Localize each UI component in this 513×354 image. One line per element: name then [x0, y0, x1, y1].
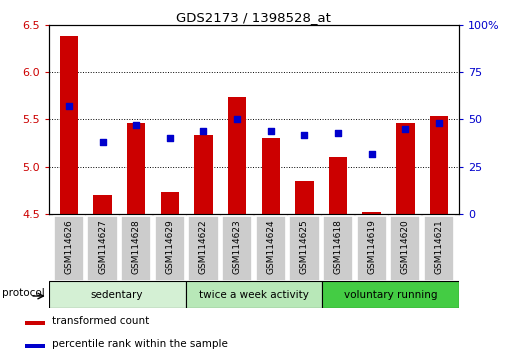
Bar: [228, 97, 246, 214]
Text: GSM114619: GSM114619: [367, 219, 376, 274]
Point: [65, 103, 73, 109]
Point: [368, 151, 376, 156]
Text: GSM114629: GSM114629: [165, 219, 174, 274]
Bar: [222, 216, 252, 281]
Bar: [186, 281, 322, 308]
Point: [267, 128, 275, 134]
Bar: [93, 195, 112, 214]
Point: [435, 120, 443, 126]
Text: GSM114618: GSM114618: [333, 219, 343, 274]
Bar: [87, 216, 117, 281]
Text: GSM114626: GSM114626: [65, 219, 73, 274]
Bar: [390, 216, 421, 281]
Text: transformed count: transformed count: [52, 316, 149, 326]
Bar: [295, 181, 313, 214]
Point: [401, 126, 409, 132]
Text: GSM114627: GSM114627: [98, 219, 107, 274]
Bar: [357, 216, 387, 281]
Text: GSM114624: GSM114624: [266, 219, 275, 274]
Point: [166, 136, 174, 141]
Text: GSM114623: GSM114623: [232, 219, 242, 274]
Text: GSM114628: GSM114628: [132, 219, 141, 274]
Text: GSM114622: GSM114622: [199, 219, 208, 274]
Bar: [121, 216, 151, 281]
Point: [132, 122, 140, 128]
Bar: [161, 192, 179, 214]
Text: sedentary: sedentary: [91, 290, 144, 300]
Bar: [424, 216, 454, 281]
Bar: [25, 344, 45, 348]
Point: [98, 139, 107, 145]
Bar: [430, 116, 448, 214]
Bar: [188, 216, 219, 281]
Bar: [362, 212, 381, 214]
Point: [200, 128, 208, 134]
Bar: [60, 36, 78, 214]
Bar: [262, 138, 280, 214]
Text: percentile rank within the sample: percentile rank within the sample: [52, 339, 228, 349]
Point: [300, 132, 308, 137]
Bar: [155, 216, 185, 281]
Bar: [127, 123, 146, 214]
Bar: [323, 216, 353, 281]
Bar: [25, 321, 45, 325]
Title: GDS2173 / 1398528_at: GDS2173 / 1398528_at: [176, 11, 331, 24]
Bar: [54, 216, 84, 281]
Bar: [329, 157, 347, 214]
Text: GSM114620: GSM114620: [401, 219, 410, 274]
Point: [233, 116, 241, 122]
Text: voluntary running: voluntary running: [344, 290, 438, 300]
Text: protocol: protocol: [3, 289, 45, 298]
Bar: [289, 216, 320, 281]
Text: GSM114625: GSM114625: [300, 219, 309, 274]
Bar: [49, 281, 186, 308]
Text: twice a week activity: twice a week activity: [199, 290, 309, 300]
Point: [334, 130, 342, 136]
Bar: [396, 123, 415, 214]
Bar: [255, 216, 286, 281]
Bar: [194, 135, 213, 214]
Text: GSM114621: GSM114621: [435, 219, 443, 274]
Bar: [322, 281, 459, 308]
